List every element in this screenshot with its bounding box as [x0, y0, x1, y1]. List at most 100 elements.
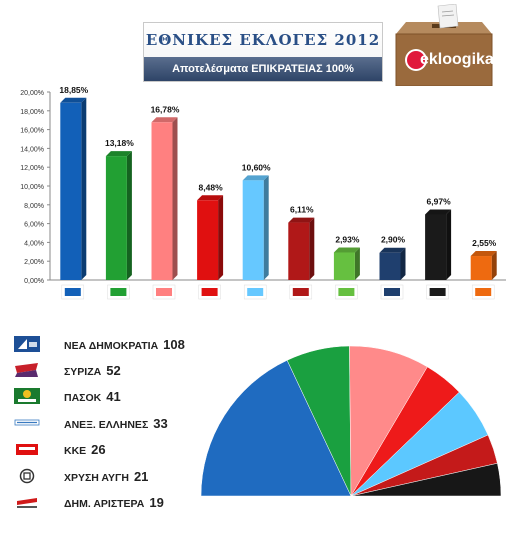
bar-front: [288, 222, 310, 280]
bar-value-label: 8,48%: [199, 182, 224, 192]
bar-side: [446, 209, 452, 280]
bar-value-label: 18,85%: [59, 85, 88, 95]
kke-logo-icon: [14, 441, 40, 457]
bar-top: [242, 175, 269, 181]
bar-top: [105, 151, 132, 157]
bar-top: [151, 117, 178, 123]
ballot-box-icon: [395, 3, 493, 87]
y-tick-label: 2,00%: [24, 259, 44, 266]
party-name: ΝΕΑ ΔΗΜΟΚΡΑΤΙΑ: [64, 340, 159, 352]
party-logo-icon: [289, 284, 313, 300]
list-item: ΠΑΣΟΚ 41: [14, 385, 204, 407]
bar-front: [151, 122, 173, 280]
list-item: ΝΕΑ ΔΗΜΟΚΡΑΤΙΑ 108: [14, 333, 204, 355]
seat-count: 19: [149, 495, 164, 510]
bar-front: [105, 156, 127, 280]
bar: [379, 247, 406, 280]
seat-count: 33: [153, 416, 168, 431]
anel-logo-icon: [14, 419, 40, 426]
list-item: ΚΚΕ 26: [14, 438, 204, 460]
bar: [105, 151, 132, 280]
bar: [333, 247, 360, 280]
pie-slice: [350, 462, 502, 497]
bar-front: [242, 180, 264, 280]
bar-value-label: 6,97%: [427, 196, 452, 206]
seat-count: 26: [91, 442, 106, 457]
seat-count: 108: [163, 337, 185, 352]
y-tick-label: 8,00%: [24, 203, 44, 210]
bar-value-label: 13,18%: [105, 138, 134, 148]
bar: [288, 217, 315, 280]
bar-value-label: 2,90%: [381, 235, 406, 245]
bar: [60, 97, 87, 280]
list-item: ΔΗΜ. ΑΡΙΣΤΕΡΑ 19: [14, 491, 204, 513]
y-tick-label: 4,00%: [24, 240, 44, 247]
bar-side: [400, 247, 406, 280]
party-logo-icon: [243, 284, 267, 300]
bar: [242, 175, 269, 280]
bar: [151, 117, 178, 280]
list-item: ΑΝΕΞ. ΕΛΛΗΝΕΣ 33: [14, 412, 204, 434]
bar-side: [491, 251, 497, 280]
xa-logo-icon: [19, 468, 35, 484]
list-item: ΣΥΡΙΖΑ 52: [14, 359, 204, 381]
party-name: ΔΗΜ. ΑΡΙΣΤΕΡΑ: [64, 498, 145, 510]
bar-front: [379, 252, 401, 280]
party-name: ΑΝΕΞ. ΕΛΛΗΝΕΣ: [64, 419, 149, 431]
y-tick-label: 12,00%: [20, 165, 44, 172]
bar-top: [60, 97, 87, 103]
bar-value-label: 2,55%: [472, 238, 497, 248]
bar-value-label: 2,93%: [335, 234, 360, 244]
pasok-logo-icon: [14, 388, 40, 404]
party-logo-icon: [335, 284, 358, 300]
bar: [425, 209, 452, 280]
y-tick-label: 10,00%: [20, 184, 44, 191]
bar: [470, 251, 497, 280]
party-name: ΚΚΕ: [64, 445, 87, 457]
bar-side: [263, 175, 269, 280]
seat-count: 41: [106, 389, 121, 404]
y-tick-label: 6,00%: [24, 222, 44, 229]
bar-value-label: 16,78%: [151, 104, 180, 114]
ballot-box-logo: ekloogika: [388, 3, 500, 87]
party-logo-icon: [107, 284, 130, 300]
bar-top: [379, 247, 406, 253]
seat-count: 21: [133, 469, 149, 484]
bar-front: [470, 256, 492, 280]
y-tick-label: 18,00%: [20, 109, 44, 116]
nd-logo-icon: [14, 336, 40, 352]
brand-logo-text: ekloogika: [420, 51, 494, 68]
party-logo-icon: [426, 284, 449, 300]
pie-slice: [349, 345, 428, 497]
bar-front: [60, 102, 82, 280]
list-item: ΧΡΥΣΗ ΑΥΓΗ 21: [14, 465, 204, 487]
syriza-logo-icon: [15, 363, 38, 377]
bar-side: [218, 195, 224, 280]
bar-front: [197, 200, 219, 280]
party-logo-icon: [152, 284, 176, 300]
party-logo-icon: [198, 284, 221, 300]
y-tick-label: 14,00%: [20, 146, 44, 153]
bar: [197, 195, 224, 280]
page-subtitle: Αποτελέσματα ΕΠΙΚΡΑΤΕΙΑΣ 100%: [144, 57, 382, 81]
bar-top: [470, 251, 497, 257]
bar-front: [333, 252, 355, 280]
y-tick-label: 0,00%: [24, 278, 44, 285]
bar-front: [425, 214, 447, 280]
page-title: ΕΘΝΙΚΕΣ ΕΚΛΟΓΕΣ 2012: [145, 31, 381, 49]
bar-value-label: 10,60%: [242, 162, 271, 172]
bar-top: [197, 195, 224, 201]
bar-chart: 0,00% 2,00% 4,00% 6,00% 8,00% 10,00% 12,00% 14,…: [20, 85, 506, 300]
title-banner: ΕΘΝΙΚΕΣ ΕΚΛΟΓΕΣ 2012 Αποτελέσματα ΕΠΙΚΡΑ…: [143, 22, 383, 82]
party-name: ΠΑΣΟΚ: [64, 392, 102, 404]
party-logo-icon: [471, 284, 495, 300]
bar-top: [333, 247, 360, 253]
party-name: ΣΥΡΙΖΑ: [64, 366, 102, 378]
y-tick-label: 20,00%: [20, 90, 44, 97]
bar-side: [309, 217, 315, 280]
bar-top: [425, 209, 452, 215]
seat-count: 52: [106, 363, 121, 378]
bar-value-label: 6,11%: [290, 205, 314, 215]
party-logo-icon: [61, 284, 85, 300]
pie-slice: [200, 359, 352, 497]
